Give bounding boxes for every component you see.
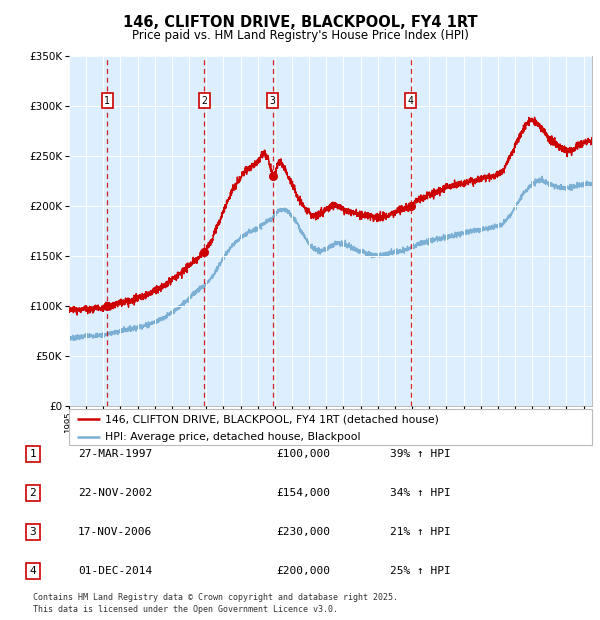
Text: Price paid vs. HM Land Registry's House Price Index (HPI): Price paid vs. HM Land Registry's House … (131, 29, 469, 42)
Text: 27-MAR-1997: 27-MAR-1997 (78, 449, 152, 459)
Text: £100,000: £100,000 (276, 449, 330, 459)
Text: 39% ↑ HPI: 39% ↑ HPI (390, 449, 451, 459)
Text: £200,000: £200,000 (276, 566, 330, 576)
Text: 21% ↑ HPI: 21% ↑ HPI (390, 527, 451, 537)
Text: 2: 2 (202, 96, 207, 106)
Text: 146, CLIFTON DRIVE, BLACKPOOL, FY4 1RT: 146, CLIFTON DRIVE, BLACKPOOL, FY4 1RT (122, 15, 478, 30)
Text: 22-NOV-2002: 22-NOV-2002 (78, 488, 152, 498)
Text: 1: 1 (104, 96, 110, 106)
Text: 146, CLIFTON DRIVE, BLACKPOOL, FY4 1RT (detached house): 146, CLIFTON DRIVE, BLACKPOOL, FY4 1RT (… (104, 414, 439, 424)
Text: HPI: Average price, detached house, Blackpool: HPI: Average price, detached house, Blac… (104, 432, 360, 442)
Text: 34% ↑ HPI: 34% ↑ HPI (390, 488, 451, 498)
Text: Contains HM Land Registry data © Crown copyright and database right 2025.
This d: Contains HM Land Registry data © Crown c… (33, 593, 398, 614)
Text: 4: 4 (408, 96, 413, 106)
Text: 25% ↑ HPI: 25% ↑ HPI (390, 566, 451, 576)
Text: 4: 4 (29, 566, 37, 576)
Text: 3: 3 (270, 96, 276, 106)
Text: 2: 2 (29, 488, 37, 498)
Text: £230,000: £230,000 (276, 527, 330, 537)
Text: 1: 1 (29, 449, 37, 459)
Text: 01-DEC-2014: 01-DEC-2014 (78, 566, 152, 576)
Text: 3: 3 (29, 527, 37, 537)
Text: 17-NOV-2006: 17-NOV-2006 (78, 527, 152, 537)
Text: £154,000: £154,000 (276, 488, 330, 498)
